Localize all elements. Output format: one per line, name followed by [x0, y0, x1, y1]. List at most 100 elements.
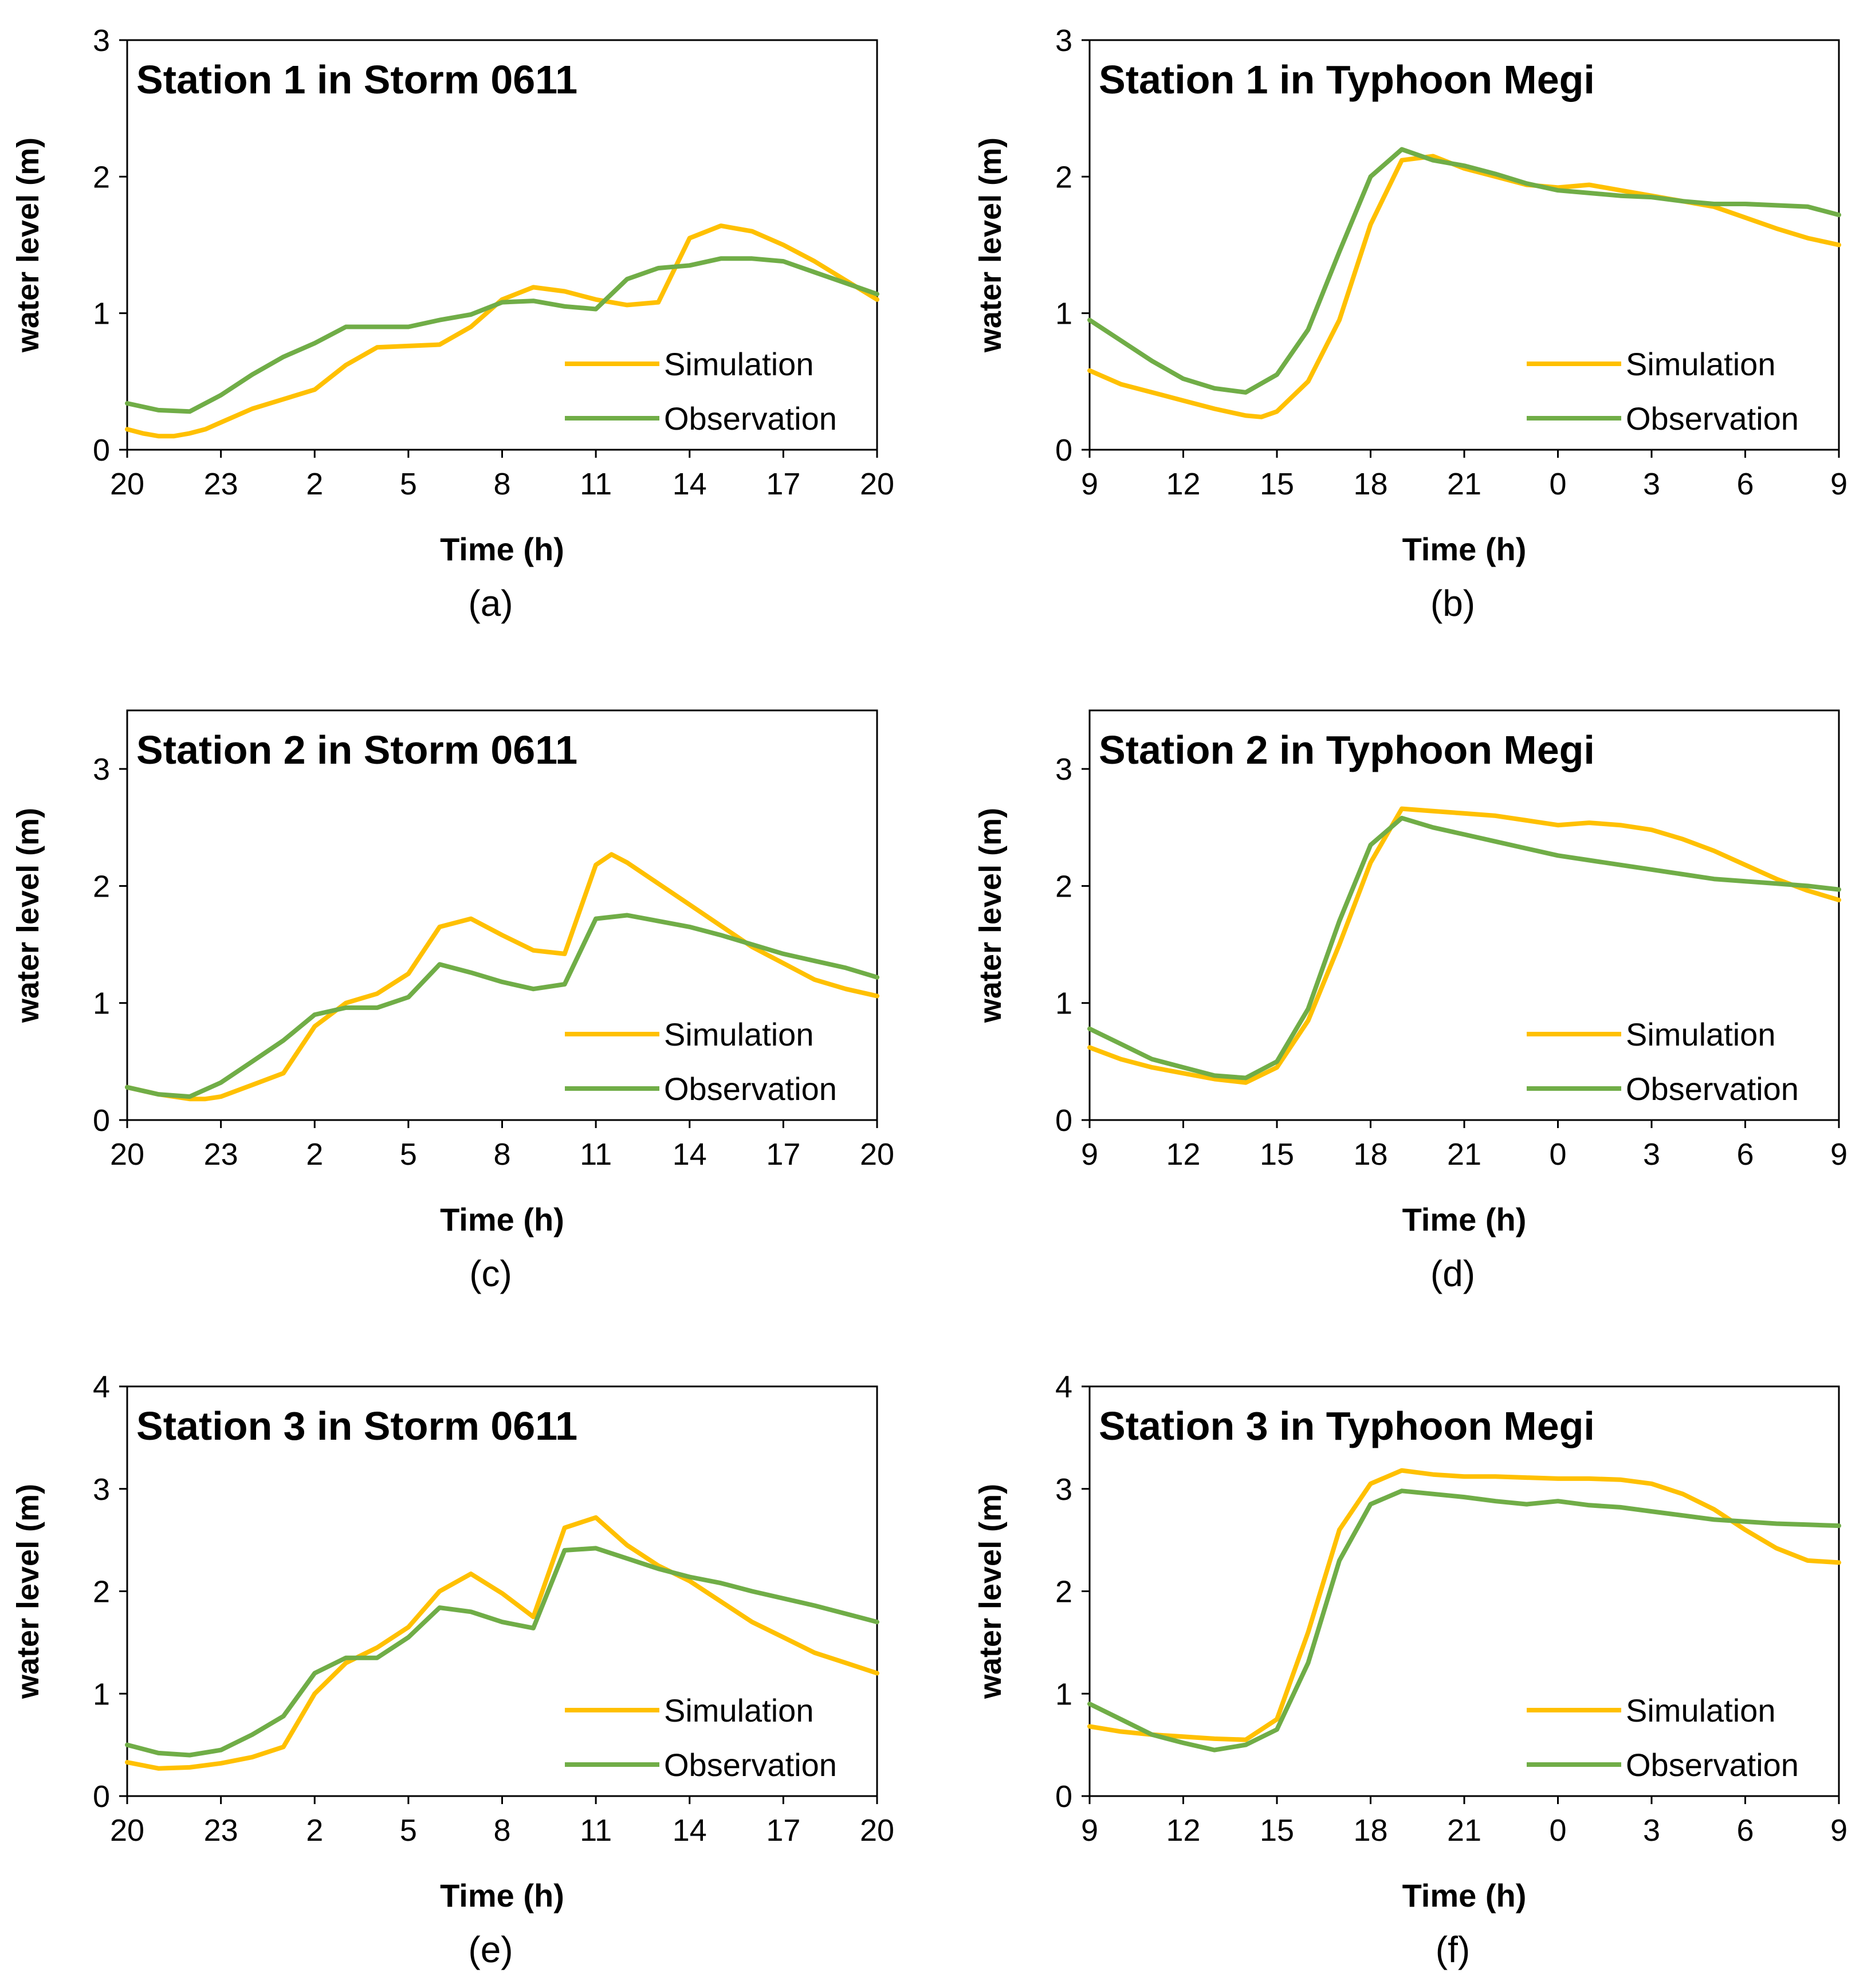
y-tick-label: 2: [93, 1575, 110, 1609]
x-axis-label: Time (h): [440, 1877, 564, 1914]
x-tick-label: 11: [580, 467, 612, 501]
x-tick-label: 11: [580, 1813, 612, 1848]
y-axis-label: water level (m): [11, 137, 45, 353]
series-line-observation: [125, 256, 879, 414]
x-tick-label: 6: [1736, 467, 1754, 501]
x-tick-label: 21: [1447, 1813, 1481, 1848]
x-tick-label: 14: [673, 1137, 707, 1172]
x-tick-label: 3: [1643, 1813, 1660, 1848]
x-tick-label: 23: [204, 1137, 238, 1172]
y-tick-label: 4: [93, 1370, 110, 1404]
x-tick-label: 9: [1830, 1137, 1848, 1172]
y-tick-label: 2: [1055, 160, 1072, 194]
x-tick-label: 9: [1830, 1813, 1848, 1848]
legend-label-simulation: Simulation: [1626, 1692, 1775, 1728]
y-axis-label: water level (m): [973, 1484, 1008, 1699]
panel-caption: (a): [468, 583, 513, 624]
y-tick-label: 3: [1055, 752, 1072, 787]
y-tick-label: 1: [93, 987, 110, 1021]
x-tick-label: 0: [1549, 467, 1566, 501]
x-tick-label: 6: [1736, 1137, 1754, 1172]
x-tick-label: 20: [860, 1137, 894, 1172]
y-tick-label: 0: [1055, 433, 1072, 467]
y-tick-label: 1: [1055, 1677, 1072, 1711]
y-tick-label: 0: [93, 1779, 110, 1814]
panel-caption: (b): [1430, 583, 1475, 624]
legend-label-simulation: Simulation: [664, 346, 813, 382]
y-tick-label: 3: [93, 23, 110, 58]
x-tick-label: 20: [110, 467, 144, 501]
y-tick-label: 3: [93, 752, 110, 787]
x-tick-label: 8: [493, 1813, 510, 1848]
x-tick-label: 15: [1260, 1137, 1294, 1172]
panel-caption: (f): [1436, 1929, 1470, 1970]
x-tick-label: 17: [766, 467, 800, 501]
x-axis-label: Time (h): [440, 531, 564, 567]
series-line-observation: [1087, 147, 1841, 395]
series-line-observation: [125, 1546, 879, 1758]
x-tick-label: 17: [766, 1137, 800, 1172]
chart-title: Station 3 in Storm 0611: [136, 1404, 577, 1448]
chart-title: Station 2 in Typhoon Megi: [1099, 728, 1595, 772]
x-tick-label: 18: [1353, 467, 1387, 501]
legend-label-observation: Observation: [1626, 400, 1799, 437]
x-tick-label: 11: [580, 1137, 612, 1172]
legend-label-observation: Observation: [1626, 1071, 1799, 1107]
x-axis-label: Time (h): [1402, 1877, 1527, 1914]
y-tick-label: 2: [93, 160, 110, 194]
y-tick-label: 2: [1055, 1575, 1072, 1609]
x-tick-label: 21: [1447, 1137, 1481, 1172]
x-tick-label: 8: [493, 467, 510, 501]
series-line-simulation: [125, 852, 879, 1102]
y-tick-label: 0: [93, 433, 110, 467]
y-tick-label: 2: [93, 869, 110, 903]
x-tick-label: 23: [204, 467, 238, 501]
y-axis-label: water level (m): [11, 808, 45, 1023]
x-tick-label: 20: [860, 467, 894, 501]
legend-label-observation: Observation: [664, 1747, 837, 1783]
series-line-simulation: [1087, 806, 1841, 1085]
y-axis-label: water level (m): [973, 137, 1008, 353]
y-tick-label: 1: [93, 1677, 110, 1711]
x-tick-label: 12: [1166, 467, 1200, 501]
legend-label-observation: Observation: [664, 1071, 837, 1107]
y-tick-label: 3: [1055, 1472, 1072, 1507]
y-tick-label: 3: [1055, 23, 1072, 58]
x-tick-label: 20: [110, 1137, 144, 1172]
series-line-simulation: [125, 223, 879, 439]
x-tick-label: 15: [1260, 467, 1294, 501]
x-tick-label: 0: [1549, 1813, 1566, 1848]
x-tick-label: 9: [1830, 467, 1848, 501]
panel-caption: (c): [469, 1253, 512, 1294]
x-tick-label: 5: [400, 1137, 417, 1172]
x-axis-label: Time (h): [1402, 531, 1527, 567]
y-tick-label: 0: [93, 1103, 110, 1138]
x-tick-label: 2: [306, 1813, 323, 1848]
y-tick-label: 1: [1055, 987, 1072, 1021]
y-tick-label: 4: [1055, 1370, 1072, 1404]
panel-caption: (e): [468, 1929, 513, 1970]
x-tick-label: 21: [1447, 467, 1481, 501]
y-tick-label: 1: [93, 297, 110, 331]
x-tick-label: 20: [860, 1813, 894, 1848]
y-tick-label: 1: [1055, 297, 1072, 331]
x-tick-label: 15: [1260, 1813, 1294, 1848]
x-tick-label: 23: [204, 1813, 238, 1848]
x-tick-label: 12: [1166, 1813, 1200, 1848]
series-line-observation: [125, 913, 879, 1099]
x-tick-label: 20: [110, 1813, 144, 1848]
series-line-simulation: [1087, 1468, 1841, 1742]
x-tick-label: 8: [493, 1137, 510, 1172]
x-tick-label: 0: [1549, 1137, 1566, 1172]
x-tick-label: 3: [1643, 1137, 1660, 1172]
x-tick-label: 18: [1353, 1137, 1387, 1172]
x-tick-label: 3: [1643, 467, 1660, 501]
series-line-simulation: [125, 1515, 879, 1771]
x-tick-label: 5: [400, 1813, 417, 1848]
